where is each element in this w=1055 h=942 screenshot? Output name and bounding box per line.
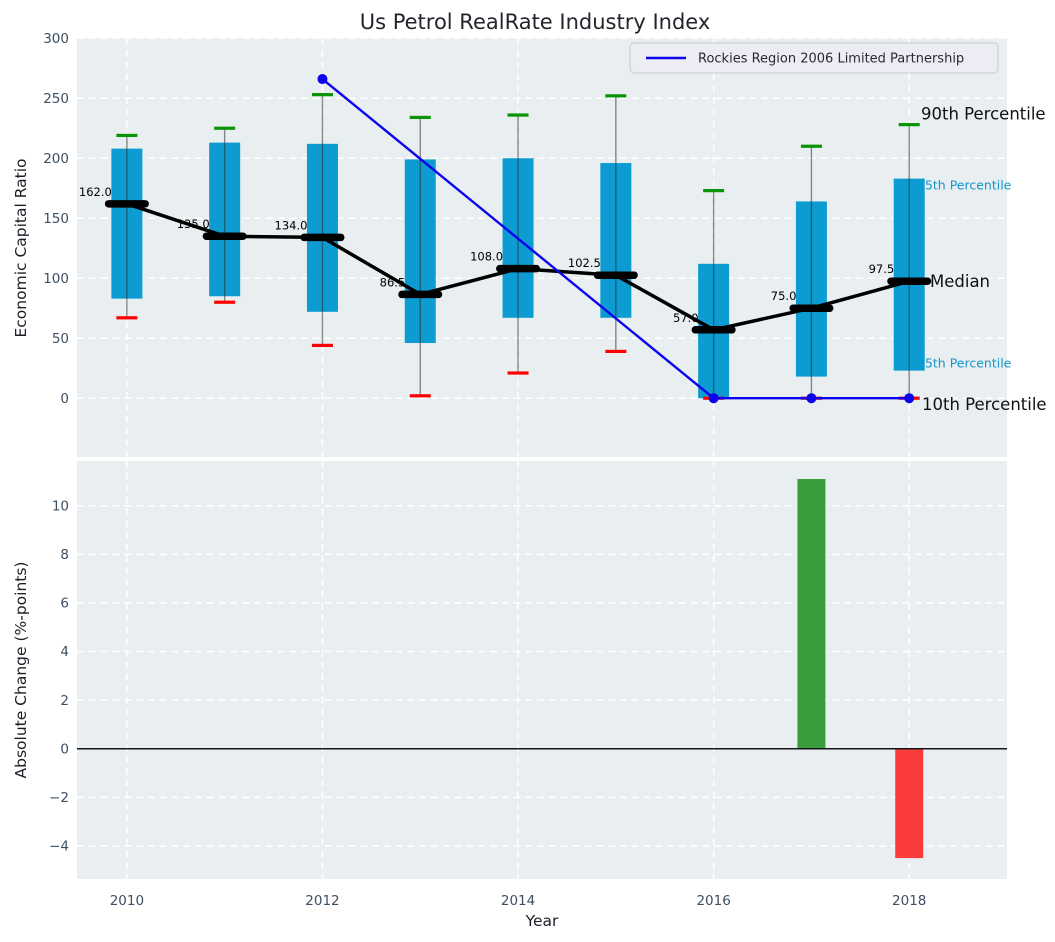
- annotation-25th-percentile: 25th Percentile: [917, 356, 1012, 371]
- company-marker-2016: [708, 393, 719, 404]
- top-y-tick-label: 300: [43, 31, 69, 47]
- top-y-tick-label: 50: [52, 331, 69, 347]
- p10-cap-2014: [507, 371, 529, 375]
- bottom-y-tick-label: 2: [60, 693, 69, 709]
- median-marker-2010: [104, 200, 149, 208]
- median-value-label: 75.0: [771, 289, 797, 303]
- axis-ticks: 0 50 100 150 200 250 300 −4 −2 0 2 4 6 8 10 2010 2012 201…: [43, 31, 926, 909]
- company-line: [321, 78, 910, 400]
- top-y-tick-label: 200: [43, 151, 69, 167]
- change-bar-2017: [797, 478, 826, 749]
- annotation-median: Median: [930, 272, 990, 291]
- p90-cap-2013: [409, 115, 431, 120]
- bottom-y-axis-label: Absolute Change (%-points): [12, 561, 30, 779]
- x-tick-label: 2016: [696, 893, 730, 909]
- p90-cap-2010: [116, 133, 138, 138]
- annotation-75th-percentile: 75th Percentile: [917, 178, 1012, 193]
- annotation-90th-percentile: 90th Percentile: [921, 105, 1046, 124]
- top-y-tick-label: 250: [43, 91, 69, 107]
- x-tick-label: 2018: [892, 893, 926, 909]
- median-marker-2018: [887, 277, 932, 285]
- median-marker-2012: [300, 233, 345, 242]
- p10-cap-2011: [214, 300, 236, 304]
- median-value-label: 102.5: [568, 256, 601, 270]
- legend-box: [629, 42, 999, 74]
- median-marker-2016: [691, 326, 736, 334]
- bottom-y-tick-label: −4: [49, 839, 69, 855]
- percentile-annotations-over: 90th Percentile Median 10th Percentile: [921, 105, 1047, 415]
- p10-cap-2010: [116, 316, 138, 320]
- p10-cap-2013: [409, 394, 431, 398]
- bottom-y-tick-label: 0: [60, 741, 69, 757]
- median-marker-2013: [398, 290, 443, 299]
- median-marker-2015: [593, 271, 638, 279]
- top-y-tick-label: 150: [43, 211, 69, 227]
- p90-cap-2011: [214, 126, 236, 130]
- p10-cap-2012: [311, 343, 333, 348]
- percentile-annotations-under: 75th Percentile 25th Percentile: [917, 178, 1012, 371]
- p90-cap-2015: [605, 94, 627, 98]
- p90-cap-2016: [703, 189, 725, 193]
- company-marker-2018: [904, 393, 915, 404]
- company-marker-2012: [317, 74, 328, 85]
- bottom-y-tick-label: 4: [60, 644, 69, 660]
- top-y-axis-label: Economic Capital Ratio: [12, 158, 30, 338]
- bottom-panel-background: [77, 461, 1007, 879]
- median-value-label: 134.0: [275, 218, 308, 232]
- change-bar-2018: [895, 748, 924, 859]
- median-value-label: 162.0: [79, 185, 112, 199]
- x-tick-label: 2012: [305, 893, 339, 909]
- top-y-tick-label: 0: [60, 391, 69, 407]
- median-layer: 162.0 135.0 134.0 86.5 108.0 102.5 57.0 75.0 97.…: [79, 185, 932, 334]
- company-marker-2017: [806, 393, 817, 404]
- legend-label: Rockies Region 2006 Limited Partnership: [698, 52, 964, 67]
- p90-cap-2018: [898, 123, 920, 127]
- top-y-tick-label: 100: [43, 271, 69, 287]
- median-marker-2014: [496, 264, 541, 273]
- annotation-10th-percentile: 10th Percentile: [922, 395, 1047, 414]
- chart-title: Us Petrol RealRate Industry Index: [359, 10, 711, 34]
- x-tick-label: 2010: [110, 893, 144, 909]
- median-value-label: 86.5: [380, 275, 406, 289]
- x-tick-label: 2014: [501, 893, 535, 909]
- company-line-layer: [317, 74, 915, 404]
- change-bars-layer: [77, 478, 1007, 859]
- median-marker-2017: [789, 304, 834, 312]
- median-value-label: 135.0: [177, 217, 210, 231]
- bottom-y-tick-label: 8: [60, 547, 69, 563]
- bottom-y-tick-label: −2: [49, 790, 69, 806]
- median-value-label: 108.0: [470, 250, 503, 264]
- p90-cap-2017: [800, 144, 822, 148]
- x-axis-label: Year: [525, 912, 559, 930]
- median-value-label: 97.5: [869, 262, 895, 276]
- median-value-label: 57.0: [673, 311, 699, 325]
- p90-cap-2012: [311, 93, 333, 97]
- bottom-y-tick-label: 6: [60, 596, 69, 612]
- legend: Rockies Region 2006 Limited Partnership: [629, 42, 999, 74]
- p10-cap-2015: [605, 349, 627, 354]
- median-marker-2011: [202, 232, 247, 240]
- p90-cap-2014: [507, 113, 529, 117]
- bottom-y-tick-label: 10: [52, 498, 69, 514]
